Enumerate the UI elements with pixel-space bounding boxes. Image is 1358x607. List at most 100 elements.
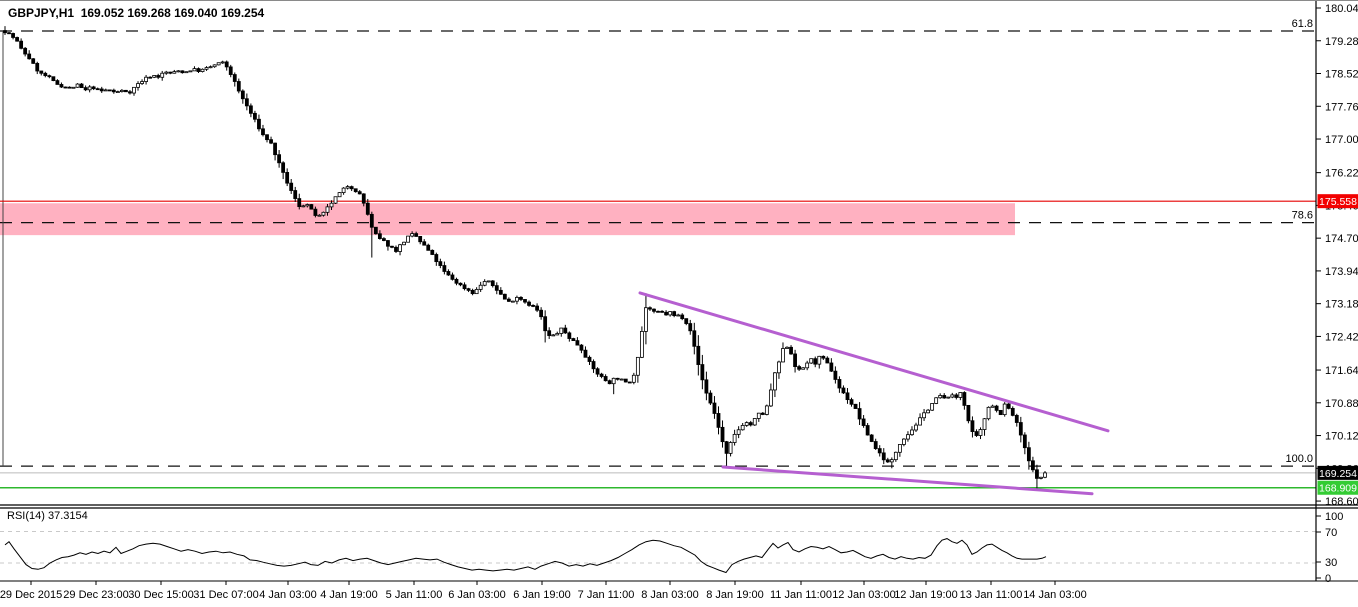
candle-body [16, 37, 19, 41]
candle-body [169, 72, 172, 73]
candle-body [963, 393, 966, 406]
candle-body [88, 87, 91, 90]
candle-body [266, 135, 269, 140]
candle-body [326, 207, 329, 212]
candle-body [519, 297, 522, 299]
candle-body [624, 379, 627, 382]
candle-body [544, 317, 547, 331]
candle-body [253, 113, 256, 119]
price-tick-label: 170.120 [1325, 431, 1358, 443]
candle-body [132, 87, 135, 93]
candle-body [786, 347, 789, 348]
candle-body [52, 77, 55, 81]
price-tick-label: 177.000 [1325, 134, 1358, 146]
candle-body [56, 81, 59, 85]
candle-body [84, 88, 87, 90]
candle-body [108, 90, 111, 91]
candle-body [874, 442, 877, 449]
time-tick-label: 8 Jan 03:00 [641, 589, 699, 601]
supply-zone[interactable] [0, 203, 1015, 235]
candle-body [32, 59, 35, 64]
candle-body [939, 395, 942, 397]
candle-body [487, 281, 490, 282]
candle-body [657, 311, 660, 312]
candle-body [338, 193, 341, 197]
candle-body [931, 403, 934, 410]
candle-body [378, 234, 381, 239]
candle-body [620, 379, 623, 380]
candle-body [8, 33, 11, 34]
candle-body [479, 285, 482, 289]
candle-body [346, 187, 349, 189]
candle-body [975, 432, 978, 436]
candle-body [431, 250, 434, 254]
candle-body [507, 299, 510, 301]
candle-body [584, 350, 587, 357]
upper-trendline[interactable] [640, 293, 1108, 431]
candle-body [689, 324, 692, 331]
candle-body [596, 369, 599, 374]
candle-body [802, 368, 805, 369]
candle-body [652, 309, 655, 311]
candle-body [201, 69, 204, 71]
candle-body [749, 423, 752, 425]
candle-body [290, 183, 293, 190]
candle-body [661, 311, 664, 312]
price-tick-label: 171.640 [1325, 365, 1358, 377]
candle-body [943, 395, 946, 398]
candle-body [362, 194, 365, 203]
time-tick-label: 31 Dec 07:00 [193, 589, 258, 601]
candle-body [761, 413, 764, 414]
price-tag-support[interactable]: 168.909 [1318, 481, 1358, 495]
candle-body [189, 71, 192, 72]
candle-body [628, 382, 631, 383]
candle-body [318, 215, 321, 216]
candle-body [701, 365, 704, 380]
candle-body [342, 188, 345, 192]
candle-body [540, 310, 543, 316]
time-tick-label: 13 Jan 11:00 [960, 589, 1023, 601]
price-tag-resistance[interactable]: 175.558 [1318, 194, 1358, 208]
price-tick-label: 177.760 [1325, 101, 1358, 113]
candle-body [439, 262, 442, 266]
candle-body [217, 63, 220, 65]
candle-body [572, 339, 575, 341]
candle-body [745, 423, 748, 426]
candle-body [717, 413, 720, 427]
price-axis[interactable]: 180.040179.280178.520177.760177.000176.2… [1316, 1, 1358, 585]
candle-body [92, 87, 95, 89]
candle-body [979, 430, 982, 436]
chart-title: GBPJPY,H1 169.052 169.268 169.040 169.25… [8, 6, 264, 20]
candle-body [128, 92, 131, 93]
candle-body [915, 425, 918, 430]
price-tag-bid[interactable]: 169.254 [1318, 466, 1358, 480]
pane-separator[interactable] [0, 505, 1358, 508]
candle-body [233, 75, 236, 82]
candle-body [548, 331, 551, 336]
candle-body [560, 328, 563, 333]
time-tick-label: 8 Jan 19:00 [706, 589, 764, 601]
candle-body [249, 106, 252, 113]
candle-body [882, 453, 885, 460]
price-tick-label: 180.040 [1325, 3, 1358, 15]
candle-body [927, 410, 930, 413]
price-tag-resistance-text: 175.558 [1319, 196, 1357, 208]
candle-body [765, 406, 768, 415]
time-tick-label: 7 Jan 11:00 [578, 589, 635, 601]
candle-body [310, 205, 313, 210]
candle-body [463, 285, 466, 289]
price-tick-label: 179.280 [1325, 36, 1358, 48]
candle-body [576, 341, 579, 345]
candle-body [24, 48, 27, 54]
candle-body [858, 409, 861, 419]
candle-body [902, 439, 905, 444]
candle-body [390, 246, 393, 247]
candle-body [898, 444, 901, 452]
candle-body [225, 62, 228, 67]
candle-body [552, 335, 555, 336]
candle-body [157, 75, 160, 77]
